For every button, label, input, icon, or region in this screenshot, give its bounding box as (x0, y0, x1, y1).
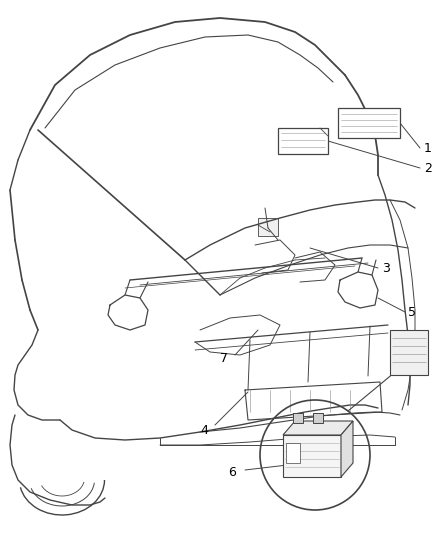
Bar (278, 128, 328, 154)
Polygon shape (341, 421, 353, 477)
Bar (258, 218, 278, 236)
Bar (283, 435, 341, 477)
Text: 7: 7 (220, 351, 228, 365)
Bar (313, 413, 323, 423)
Text: 6: 6 (228, 466, 236, 480)
Polygon shape (283, 421, 353, 435)
Bar (338, 108, 400, 138)
Bar (390, 330, 428, 375)
Bar (286, 443, 300, 463)
Text: 2: 2 (424, 161, 432, 174)
Bar (293, 413, 303, 423)
Text: 3: 3 (382, 262, 390, 274)
Text: 4: 4 (200, 424, 208, 437)
Text: 1: 1 (424, 141, 432, 155)
Text: 5: 5 (408, 305, 416, 319)
